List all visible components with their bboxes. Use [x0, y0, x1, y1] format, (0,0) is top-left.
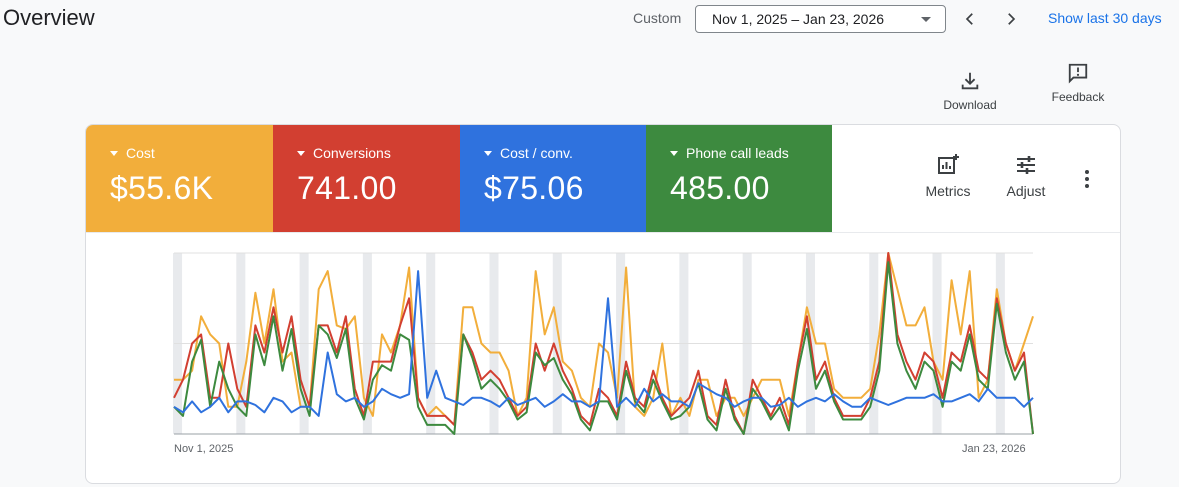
next-period-button[interactable] — [997, 5, 1025, 33]
dropdown-triangle-icon — [297, 150, 305, 156]
metrics-label: Metrics — [925, 183, 971, 199]
metric-label: Cost / conv. — [500, 145, 573, 161]
metric-tile-cost[interactable]: Cost $55.6K — [86, 125, 273, 232]
metric-tile-cost-per-conversion[interactable]: Cost / conv. $75.06 — [460, 125, 646, 232]
dropdown-triangle-icon — [484, 150, 492, 156]
metric-value: $75.06 — [484, 170, 584, 206]
metric-label: Conversions — [313, 145, 391, 161]
show-last-30-days-link[interactable]: Show last 30 days — [1048, 10, 1162, 26]
tune-icon — [1017, 156, 1035, 174]
date-range-value: Nov 1, 2025 – Jan 23, 2026 — [712, 11, 885, 27]
page-title: Overview — [3, 5, 95, 30]
adjust-button[interactable]: Adjust — [1002, 153, 1050, 199]
metrics-button[interactable]: Metrics — [922, 153, 974, 199]
series-line-3 — [173, 270, 1034, 417]
feedback-icon — [1068, 63, 1088, 84]
download-icon — [961, 72, 979, 90]
metrics-chart-add-icon — [938, 154, 959, 174]
chart-svg — [173, 252, 1034, 435]
adjust-label: Adjust — [1006, 183, 1046, 199]
metric-value: 485.00 — [670, 170, 770, 206]
feedback-button[interactable]: Feedback — [1046, 62, 1110, 104]
x-end-label: Jan 23, 2026 — [962, 443, 1026, 455]
x-start-label: Nov 1, 2025 — [174, 443, 234, 455]
dropdown-triangle-icon — [110, 150, 118, 156]
metric-value: $55.6K — [110, 170, 214, 206]
date-range-select[interactable]: Nov 1, 2025 – Jan 23, 2026 — [695, 5, 946, 33]
metric-label: Cost — [126, 145, 155, 161]
more-options-button[interactable] — [1079, 167, 1095, 191]
download-button[interactable]: Download — [938, 70, 1002, 112]
performance-chart: Nov 1, 2025 Jan 23, 2026 — [86, 233, 1120, 483]
dropdown-triangle-icon — [670, 150, 678, 156]
series-line-2 — [173, 261, 1034, 435]
chevron-right-icon — [1008, 13, 1016, 25]
metric-value: 741.00 — [297, 170, 397, 206]
chevron-left-icon — [965, 13, 973, 25]
caret-down-icon — [921, 17, 931, 22]
range-type-label: Custom — [633, 10, 682, 26]
metric-tile-phone-call-leads[interactable]: Phone call leads 485.00 — [646, 125, 832, 232]
download-label: Download — [943, 98, 997, 112]
metric-label: Phone call leads — [686, 145, 789, 161]
overview-card: Cost $55.6K Conversions 741.00 Cost / co… — [85, 124, 1121, 484]
previous-period-button[interactable] — [956, 5, 984, 33]
metric-tiles: Cost $55.6K Conversions 741.00 Cost / co… — [86, 125, 832, 232]
metric-tile-conversions[interactable]: Conversions 741.00 — [273, 125, 460, 232]
feedback-label: Feedback — [1051, 90, 1105, 104]
more-vert-icon — [1085, 170, 1089, 188]
card-divider — [86, 232, 1120, 233]
